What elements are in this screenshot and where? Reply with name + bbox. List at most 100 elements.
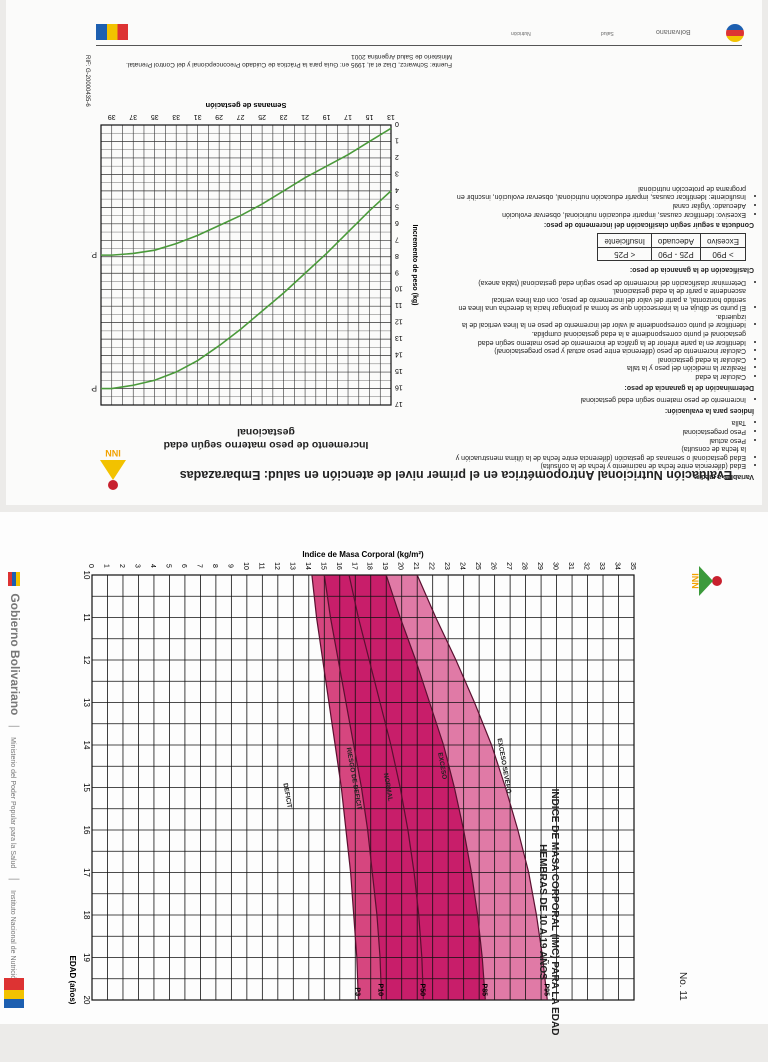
svg-text:15: 15 xyxy=(395,367,403,374)
list-item: Peso pregestacional xyxy=(454,426,746,435)
bmi-grid xyxy=(91,574,635,1001)
list-item: Edad (diferencia entre fecha de nacimien… xyxy=(454,461,746,469)
svg-text:7: 7 xyxy=(395,235,399,242)
svg-text:9: 9 xyxy=(226,564,233,568)
svg-text:29: 29 xyxy=(215,113,223,120)
svg-text:NORMAL: NORMAL xyxy=(382,773,394,802)
svg-text:P10: P10 xyxy=(377,984,384,997)
header-flag-icon xyxy=(726,24,744,42)
svg-text:10: 10 xyxy=(395,285,403,292)
svg-text:P90: P90 xyxy=(91,384,97,393)
determination-heading: Determinación de la ganancia de peso: xyxy=(624,383,754,391)
instructions-panel: Variables a medir: Edad (diferencia entr… xyxy=(454,100,754,480)
svg-text:16: 16 xyxy=(335,562,342,570)
list-item: Insuficiente: Identificar causas, impart… xyxy=(454,183,746,201)
svg-text:4: 4 xyxy=(395,186,399,193)
svg-text:2: 2 xyxy=(395,153,399,160)
svg-text:14: 14 xyxy=(82,741,91,750)
svg-text:11: 11 xyxy=(257,562,264,569)
svg-text:20: 20 xyxy=(397,562,404,570)
footer-ministry-text: Ministerio del Poder Popular para la Sal… xyxy=(9,737,16,869)
list-item: Identificar en la parte inferior de la g… xyxy=(454,329,746,346)
svg-text:P95: P95 xyxy=(542,984,549,997)
svg-text:29: 29 xyxy=(536,562,543,570)
table-cell: < P25 xyxy=(597,247,652,261)
svg-text:20: 20 xyxy=(82,996,91,1005)
chart-axis-labels: 1315171921232527293133353739012345678910… xyxy=(108,101,418,407)
svg-text:12: 12 xyxy=(273,562,280,570)
classification-heading: Clasificación de la ganancia de peso: xyxy=(629,265,754,273)
svg-text:0: 0 xyxy=(395,120,399,127)
svg-text:P50: P50 xyxy=(418,984,425,997)
chart-lines: P25 P90 xyxy=(91,127,392,393)
list-item: Calcular la edad xyxy=(454,371,746,380)
svg-text:8: 8 xyxy=(395,252,399,259)
bmi-title: INDICE DE MASA CORPORAL (IMC) PARA LA ED… xyxy=(536,762,560,1062)
svg-text:39: 39 xyxy=(108,113,116,120)
svg-text:19: 19 xyxy=(82,953,91,962)
svg-text:33: 33 xyxy=(598,562,605,570)
source-text: Fuente: Schwarcz, Díaz et al, 1995 en: G… xyxy=(126,53,452,68)
svg-text:12: 12 xyxy=(395,318,403,325)
list-item: Realizar la medición del peso y la talla xyxy=(454,363,746,371)
svg-text:7: 7 xyxy=(195,564,202,568)
svg-text:32: 32 xyxy=(583,562,590,570)
svg-text:34: 34 xyxy=(614,562,621,570)
svg-text:18: 18 xyxy=(366,562,373,570)
svg-text:35: 35 xyxy=(151,113,159,120)
svg-text:22: 22 xyxy=(428,562,435,570)
flag-icon xyxy=(8,572,21,586)
svg-text:3: 3 xyxy=(133,564,140,568)
header-text-3: Nutrición xyxy=(511,30,531,36)
svg-text:9: 9 xyxy=(395,268,399,275)
svg-text:14: 14 xyxy=(304,562,311,570)
table-cell: Adecuado xyxy=(651,233,701,248)
svg-text:EXCESO: EXCESO xyxy=(436,752,448,780)
svg-text:Incremento de peso (kg): Incremento de peso (kg) xyxy=(411,225,418,306)
footer-brand: Gobierno Bolivariano | Ministerio del Po… xyxy=(8,572,22,983)
svg-text:25: 25 xyxy=(474,562,481,570)
footer-brand-text: Gobierno Bolivariano xyxy=(8,593,22,716)
source-citation: Fuente: Schwarcz, Díaz et al, 1995 en: G… xyxy=(102,52,452,68)
svg-text:2: 2 xyxy=(118,564,125,568)
bmi-percentile-lines: P3 P10 P50 P85 P95 xyxy=(311,574,549,1001)
header-text-2: Salud xyxy=(601,30,614,36)
pregnancy-evaluation-page: Bolivariano Salud Nutrición Fuente: Schw… xyxy=(6,0,762,505)
svg-text:17: 17 xyxy=(350,562,357,570)
svg-text:30: 30 xyxy=(552,562,559,570)
svg-text:27: 27 xyxy=(237,113,245,120)
table-cell: P25 - P90 xyxy=(651,247,701,261)
svg-text:35: 35 xyxy=(629,562,636,570)
page-number: No. 11 xyxy=(677,972,688,1001)
svg-text:17: 17 xyxy=(82,868,91,877)
svg-text:14: 14 xyxy=(395,351,403,358)
bmi-title-line2: HEMBRAS DE 10 A 19 AÑOS xyxy=(537,844,548,980)
list-item: Determinar clasificación del incremento … xyxy=(454,277,746,286)
svg-text:P85: P85 xyxy=(480,984,487,997)
svg-text:10: 10 xyxy=(242,562,249,570)
list-item: Incremento de peso materno según edad ge… xyxy=(454,395,746,403)
svg-text:24: 24 xyxy=(459,562,466,570)
svg-text:15: 15 xyxy=(82,783,91,792)
svg-text:19: 19 xyxy=(323,113,331,120)
svg-text:P3: P3 xyxy=(353,987,360,996)
header-divider xyxy=(96,45,742,46)
bmi-title-line1: INDICE DE MASA CORPORAL (IMC) PARA LA ED… xyxy=(549,788,560,1036)
svg-text:Indice de Masa Corporal (kg/m²: Indice de Masa Corporal (kg/m²) xyxy=(302,550,424,559)
svg-text:EDAD (años): EDAD (años) xyxy=(68,956,77,1005)
svg-text:1: 1 xyxy=(395,136,399,143)
conduct-heading: Conducta a seguir según clasificación de… xyxy=(543,221,754,229)
determination-list: Calcular la edad Realizar la medición de… xyxy=(454,277,754,381)
bmi-chart-page: P3 P10 P50 P85 P95 0 1 2 3 4 5 6 7 8 9 10 11 12 13 14 15 16 1… xyxy=(0,512,768,1035)
svg-text:13: 13 xyxy=(387,113,395,120)
list-item: Adecuado: Vigilar canal xyxy=(454,200,746,209)
svg-text:31: 31 xyxy=(567,562,574,570)
table-row: > P90 P25 - P90 < P25 xyxy=(597,247,746,261)
svg-text:23: 23 xyxy=(280,113,288,120)
svg-text:6: 6 xyxy=(180,564,187,568)
classification-table: > P90 P25 - P90 < P25 Excesivo Adecuado … xyxy=(597,233,746,261)
list-item: Calcular incremento de peso (diferencia … xyxy=(454,346,746,354)
svg-text:33: 33 xyxy=(172,113,180,120)
chart-caption: Incremento de peso materno según edad ge… xyxy=(156,425,376,451)
indices-list: Incremento de peso materno según edad ge… xyxy=(454,395,754,403)
